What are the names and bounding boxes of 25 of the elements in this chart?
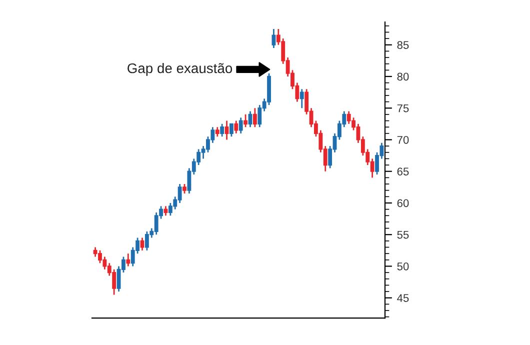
y-tick-label: 60 bbox=[397, 199, 409, 208]
candlestick bbox=[300, 88, 304, 109]
candlestick bbox=[140, 237, 144, 252]
annotation: Gap de exaustão bbox=[128, 62, 232, 76]
candlestick bbox=[215, 126, 220, 138]
candlestick bbox=[244, 114, 248, 128]
y-tick-label: 75 bbox=[397, 104, 409, 112]
y-tick-label: 70 bbox=[397, 136, 409, 144]
y-tick-label: 55 bbox=[397, 230, 409, 239]
candlestick bbox=[252, 107, 257, 128]
candlestick bbox=[234, 120, 238, 134]
candlestick bbox=[229, 123, 234, 138]
y-tick-label: 45 bbox=[397, 294, 409, 302]
candlestick bbox=[182, 183, 186, 194]
candlestick bbox=[126, 252, 130, 267]
candlestick bbox=[238, 116, 243, 134]
y-tick-label: 85 bbox=[397, 41, 409, 49]
candlestick bbox=[164, 205, 168, 216]
candlestick bbox=[272, 28, 276, 49]
candlestick bbox=[248, 110, 252, 128]
y-tick-label: 50 bbox=[397, 262, 409, 270]
y-tick-label: 80 bbox=[397, 72, 409, 81]
y-tick-label: 65 bbox=[397, 168, 409, 176]
candlestick bbox=[224, 120, 229, 140]
candlestick bbox=[220, 123, 224, 138]
